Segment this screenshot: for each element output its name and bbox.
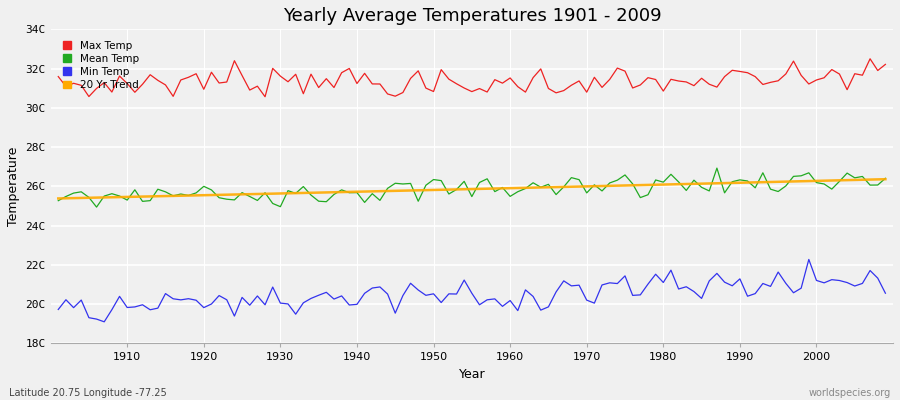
Y-axis label: Temperature: Temperature	[7, 147, 20, 226]
Title: Yearly Average Temperatures 1901 - 2009: Yearly Average Temperatures 1901 - 2009	[283, 7, 662, 25]
Legend: Max Temp, Mean Temp, Min Temp, 20 Yr Trend: Max Temp, Mean Temp, Min Temp, 20 Yr Tre…	[60, 38, 142, 93]
X-axis label: Year: Year	[458, 368, 485, 381]
Text: Latitude 20.75 Longitude -77.25: Latitude 20.75 Longitude -77.25	[9, 388, 166, 398]
Text: worldspecies.org: worldspecies.org	[809, 388, 891, 398]
